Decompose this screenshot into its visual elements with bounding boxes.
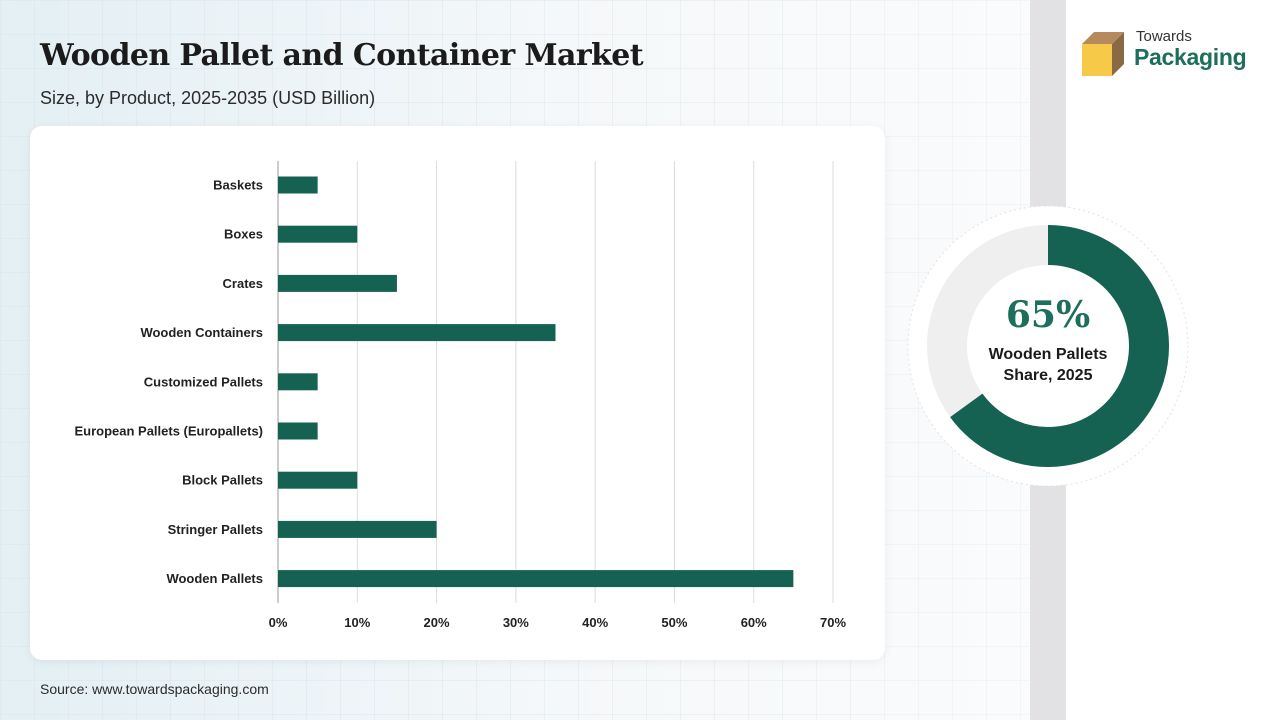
logo-text-main: Packaging: [1134, 44, 1247, 70]
chart-card: 0% 10% 20% 30% 40% 50% 60% 70% Baskets Boxes Crate…: [30, 126, 885, 660]
x-tick-label: 70%: [820, 615, 846, 630]
category-label: Crates: [223, 276, 263, 291]
chart-title: Wooden Pallet and Container Market: [40, 38, 644, 73]
bar: [278, 570, 794, 588]
share-label: Wooden Pallets Share, 2025: [948, 344, 1148, 386]
bar: [278, 422, 318, 440]
category-label: Wooden Containers: [140, 325, 263, 340]
bar: [278, 324, 556, 342]
share-label-line1: Wooden Pallets: [988, 346, 1108, 363]
x-tick-label: 30%: [503, 615, 529, 630]
category-label: Wooden Pallets: [166, 571, 263, 586]
bar: [278, 520, 437, 538]
x-tick-label: 0%: [269, 615, 288, 630]
x-tick-label: 20%: [424, 615, 450, 630]
bar: [278, 176, 318, 194]
source-note: Source: www.towardspackaging.com: [40, 681, 269, 697]
category-label: Baskets: [213, 178, 263, 193]
bar: [278, 471, 358, 489]
box-icon: [1082, 32, 1124, 76]
x-tick-label: 10%: [344, 615, 370, 630]
category-label: Block Pallets: [182, 473, 263, 488]
bar: [278, 373, 318, 391]
category-label: European Pallets (Europallets): [74, 424, 263, 439]
x-tick-label: 50%: [661, 615, 687, 630]
bar: [278, 225, 358, 243]
share-label-line2: Share, 2025: [1003, 367, 1093, 384]
category-label: Stringer Pallets: [168, 522, 263, 537]
brand-logo[interactable]: Towards Packaging: [1080, 26, 1260, 82]
category-label: Customized Pallets: [144, 374, 263, 389]
logo-text-top: Towards: [1136, 28, 1192, 45]
x-tick-label: 60%: [741, 615, 767, 630]
share-donut: 65% Wooden Pallets Share, 2025: [906, 204, 1190, 488]
x-tick-label: 40%: [582, 615, 608, 630]
bar-chart: 0% 10% 20% 30% 40% 50% 60% 70% Baskets Boxes Crate…: [74, 161, 846, 630]
bar: [278, 274, 397, 292]
chart-subtitle: Size, by Product, 2025-2035 (USD Billion…: [40, 88, 376, 108]
category-label: Boxes: [224, 227, 263, 242]
donut-arc: [950, 225, 1169, 467]
share-percent: 65%: [1005, 294, 1091, 336]
